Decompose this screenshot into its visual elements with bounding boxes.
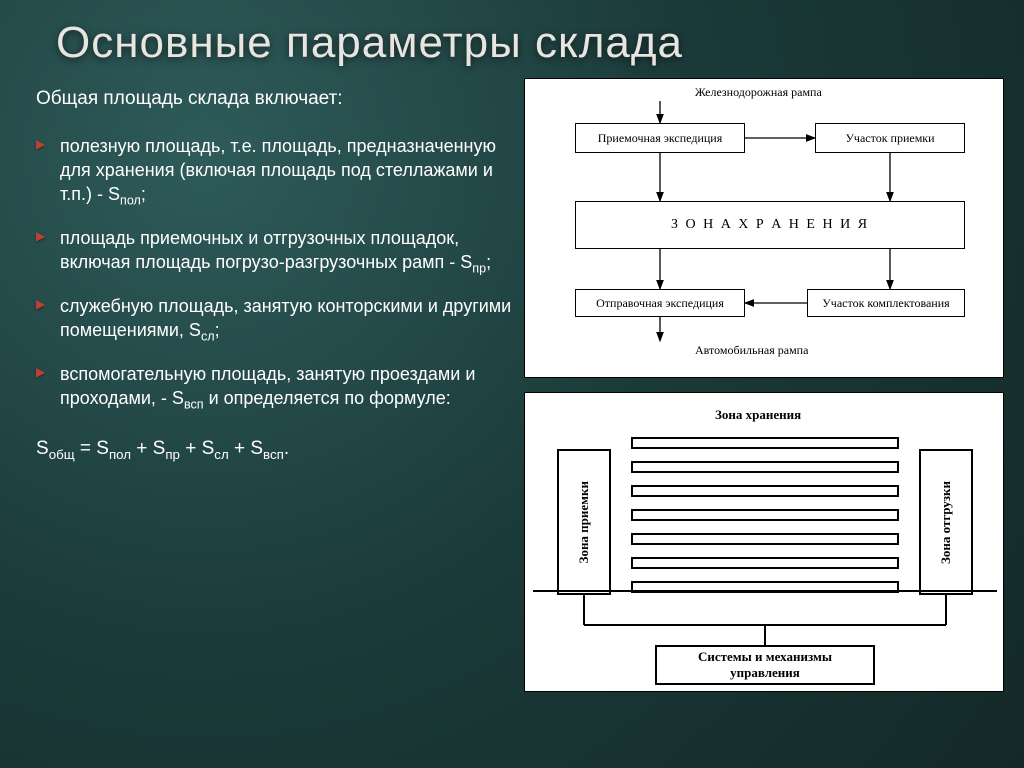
flow-box-b3: З О Н А Х Р А Н Е Н И Я [575,201,965,249]
bullet-3: служебную площадь, занятую конторскими и… [32,286,512,354]
flow-box-b2: Участок приемки [815,123,965,153]
intro-text: Общая площадь склада включает: [36,86,512,112]
zone-bottom-box: Системы и механизмыуправления [655,645,875,685]
bullet-2: площадь приемочных и отгрузочных площадо… [32,218,512,286]
flow-box-b4: Отправочная экспедиция [575,289,745,317]
page-title: Основные параметры склада [0,0,1024,78]
flow-bottom-label: Автомобильная рампа [695,343,808,358]
flow-box-b1: Приемочная экспедиция [575,123,745,153]
bullet-4: вспомогательную площадь, занятую проезда… [32,354,512,422]
bullet-list: полезную площадь, т.е. площадь, предназн… [32,126,512,422]
formula: Sобщ = Sпол + Sпр + Sсл + Sвсп. [36,436,512,464]
zone-panel: Зона хранения Зона приемки Зона отгрузки… [524,392,1004,692]
flow-box-b5: Участок комплектования [807,289,965,317]
flowchart-panel: Железнодорожная рампа Приемочная экспеди… [524,78,1004,378]
text-column: Общая площадь склада включает: полезную … [32,78,512,692]
diagram-column: Железнодорожная рампа Приемочная экспеди… [524,78,1004,692]
bullet-1: полезную площадь, т.е. площадь, предназн… [32,126,512,218]
content-row: Общая площадь склада включает: полезную … [0,78,1024,692]
